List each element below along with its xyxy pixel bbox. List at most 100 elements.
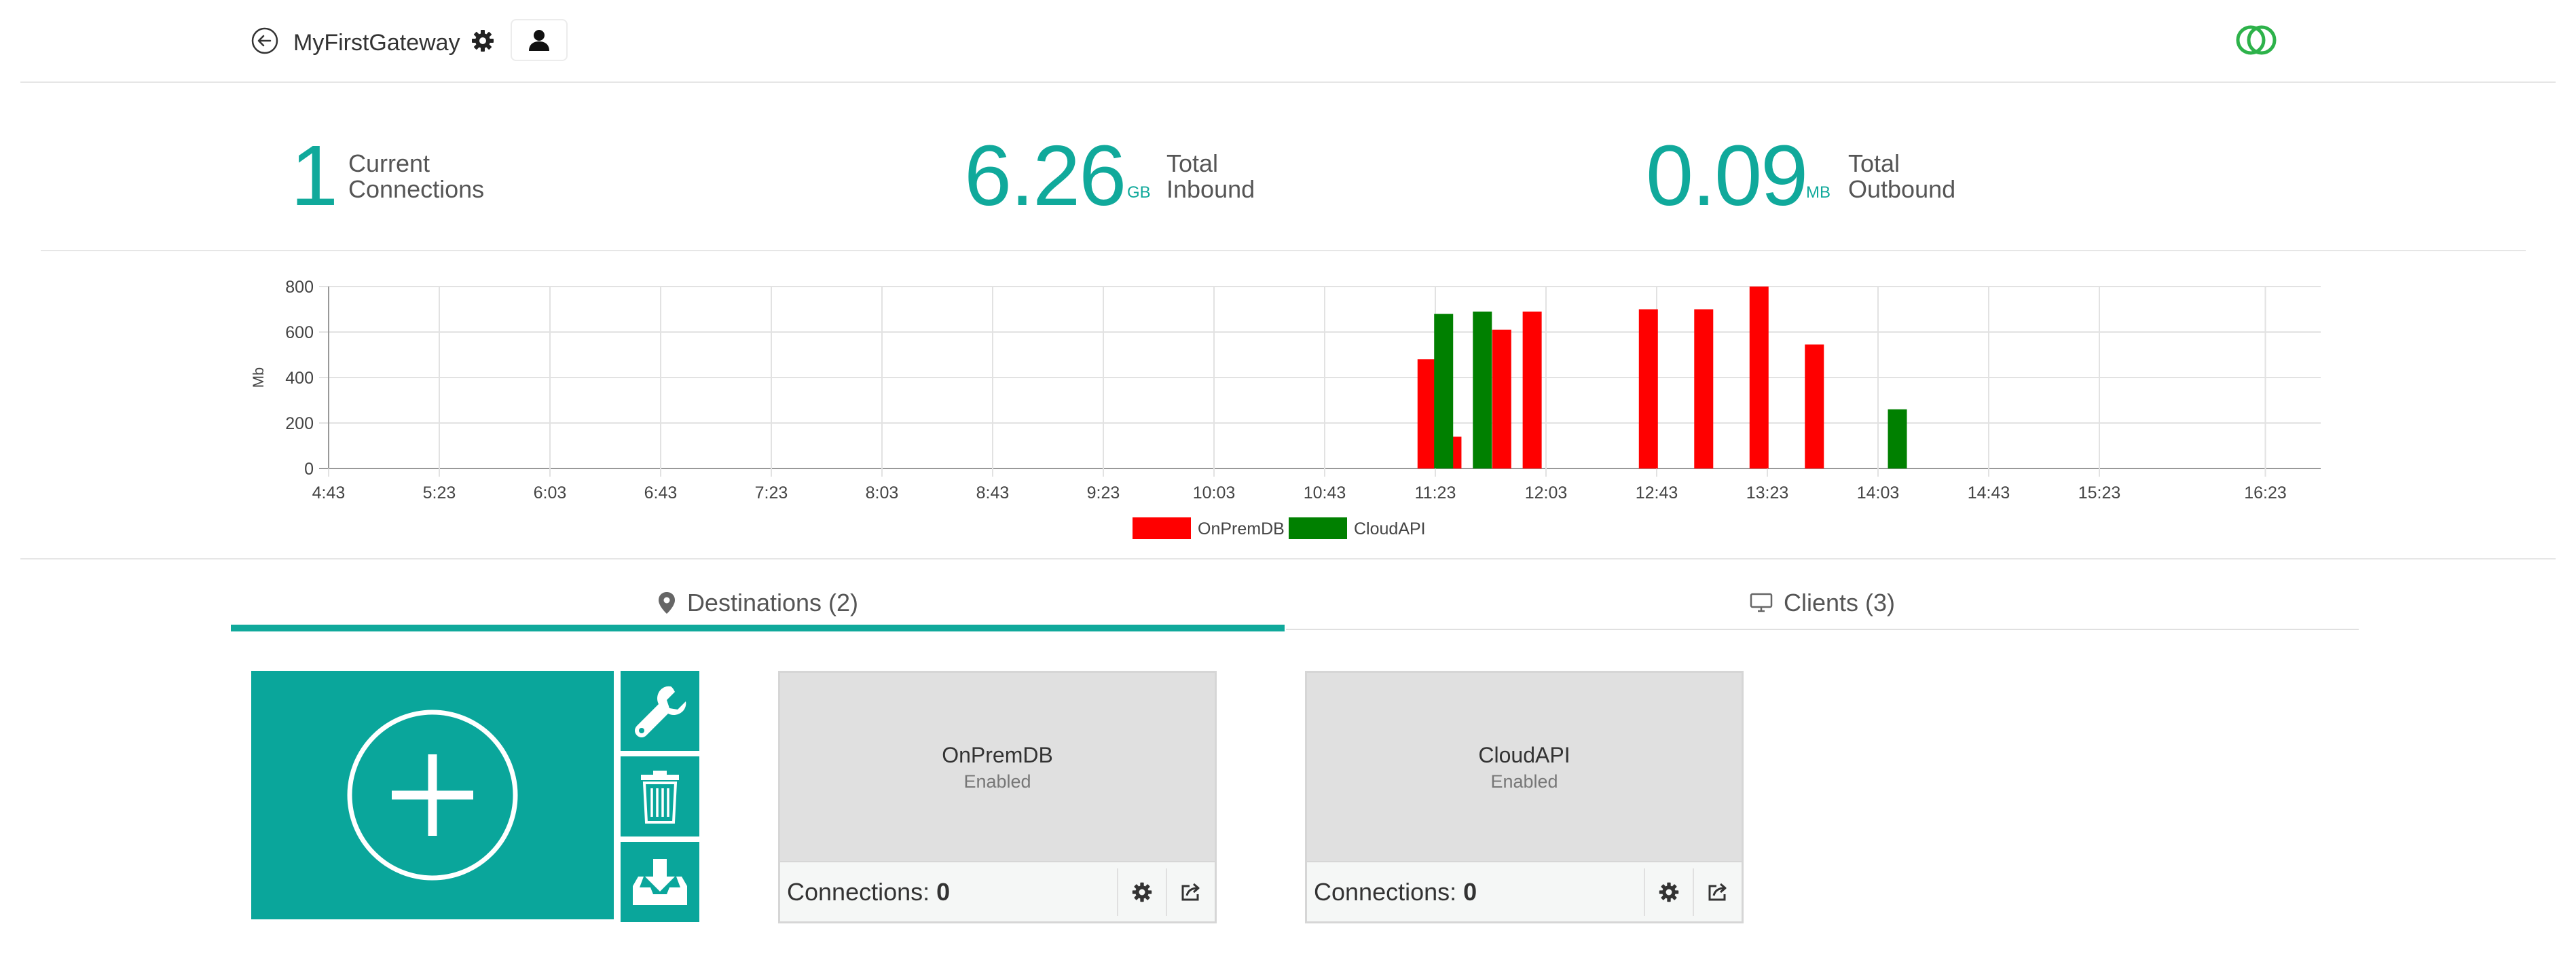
stat-label-line2: Outbound [1848, 175, 1956, 203]
plus-circle-icon [347, 710, 518, 881]
bar-cloudapi [1888, 409, 1907, 468]
y-axis-label: Mb [250, 367, 267, 388]
bar-onpremdb [1522, 311, 1542, 468]
x-tick-label: 12:03 [1525, 483, 1568, 502]
destination-share-button[interactable] [1166, 868, 1215, 916]
destination-card-cloudapi[interactable]: CloudAPI Enabled Connections: 0 [1305, 671, 1744, 923]
traffic-chart: 0 200 400 600 800 4:43 5:23 6:03 6:43 7:23 8:03 8:4… [250, 278, 2321, 539]
x-tick-label: 4:43 [312, 483, 346, 502]
download-tray-icon [633, 859, 687, 905]
legend-label-cloudapi: CloudAPI [1354, 519, 1426, 538]
y-tick-label: 600 [285, 323, 314, 342]
connections-value: 0 [1463, 877, 1477, 906]
tab-divider [1286, 629, 2359, 630]
x-tick-label: 14:43 [1968, 483, 2010, 502]
back-arrow-icon [251, 27, 278, 54]
connections-text: Connections: 0 [1307, 878, 1644, 906]
stat-unit: GB [1127, 183, 1151, 202]
legend-label-onpremdb: OnPremDB [1198, 519, 1285, 538]
stat-label-line1: Current [348, 149, 430, 177]
connections-value: 0 [936, 877, 951, 906]
bar-cloudapi [1434, 314, 1454, 468]
tab-destinations-label: Destinations (2) [686, 589, 859, 617]
destination-name: OnPremDB [942, 742, 1053, 767]
stat-label-line1: Total [1166, 149, 1219, 177]
destination-card-header[interactable]: OnPremDB Enabled [780, 673, 1215, 861]
stat-label-line1: Total [1848, 149, 1900, 177]
legend-swatch-onpremdb [1133, 517, 1191, 539]
user-button[interactable] [511, 19, 568, 61]
y-tick-label: 400 [285, 369, 314, 388]
import-button[interactable] [621, 842, 699, 922]
x-tick-label: 8:43 [976, 483, 1010, 502]
destination-settings-button[interactable] [1117, 868, 1166, 916]
stats-divider [41, 250, 2526, 251]
gateway-title: MyFirstGateway [293, 30, 460, 56]
destination-card-footer: Connections: 0 [780, 861, 1215, 921]
stat-value: 6.26 [964, 128, 1126, 223]
destination-status: Enabled [963, 771, 1031, 792]
legend-swatch-cloudapi [1289, 517, 1347, 539]
header-divider [20, 81, 2556, 83]
y-tick-label: 0 [304, 460, 314, 479]
destination-settings-button[interactable] [1644, 868, 1693, 916]
tab-destinations[interactable]: Destinations (2) [231, 583, 1285, 623]
add-destination-button[interactable] [251, 671, 614, 919]
destination-card-footer: Connections: 0 [1307, 861, 1742, 921]
user-icon [529, 30, 549, 51]
settings-button[interactable] [466, 20, 500, 61]
x-tick-label: 13:23 [1746, 483, 1789, 502]
x-tick-label: 7:23 [755, 483, 788, 502]
y-tick-label: 200 [285, 414, 314, 433]
gear-icon [1132, 882, 1152, 902]
connections-text: Connections: 0 [780, 878, 1117, 906]
x-tick-label: 12:43 [1636, 483, 1678, 502]
tab-clients[interactable]: Clients (3) [1286, 583, 2359, 623]
bar-onpremdb [1694, 309, 1714, 468]
bar-onpremdb [1805, 344, 1824, 468]
stat-label-line2: Inbound [1166, 175, 1255, 203]
stat-unit: MB [1806, 183, 1830, 202]
destination-card-header[interactable]: CloudAPI Enabled [1307, 673, 1742, 861]
destination-status: Enabled [1490, 771, 1558, 792]
x-tick-label: 9:23 [1087, 483, 1120, 502]
tab-clients-label: Clients (3) [1783, 589, 1896, 617]
bar-onpremdb [1638, 309, 1658, 468]
tab-active-indicator [231, 625, 1285, 631]
stat-value: 1 [291, 128, 338, 223]
x-tick-label: 16:23 [2244, 483, 2287, 502]
bar-cloudapi [1473, 311, 1492, 468]
destination-share-button[interactable] [1693, 868, 1742, 916]
linked-rings-logo [2234, 23, 2279, 57]
bar-onpremdb [1492, 329, 1511, 468]
x-tick-label: 15:23 [2078, 483, 2121, 502]
delete-button[interactable] [621, 756, 699, 836]
x-tick-label: 14:03 [1857, 483, 1900, 502]
configure-button[interactable] [621, 671, 699, 751]
wrench-icon [635, 686, 686, 737]
x-tick-label: 10:43 [1304, 483, 1346, 502]
y-tick-label: 800 [285, 278, 314, 297]
x-tick-label: 6:43 [644, 483, 678, 502]
trash-icon [641, 771, 679, 824]
connections-label: Connections: [787, 877, 930, 906]
destination-card-onpremdb[interactable]: OnPremDB Enabled Connections: 0 [778, 671, 1217, 923]
destination-name: CloudAPI [1478, 742, 1570, 767]
map-pin-icon [658, 592, 675, 614]
share-icon [1181, 883, 1200, 900]
connections-label: Connections: [1314, 877, 1457, 906]
x-tick-label: 8:03 [866, 483, 899, 502]
gear-icon [1659, 882, 1679, 902]
x-tick-label: 11:23 [1415, 483, 1456, 502]
monitor-icon [1750, 593, 1773, 612]
back-button[interactable] [249, 25, 280, 56]
chart-divider [20, 558, 2556, 559]
x-tick-label: 10:03 [1193, 483, 1236, 502]
bar-onpremdb [1417, 359, 1437, 468]
stat-label-line2: Connections [348, 175, 485, 203]
stat-value: 0.09 [1646, 128, 1808, 223]
share-icon [1708, 883, 1727, 900]
x-tick-label: 5:23 [423, 483, 456, 502]
gear-icon [472, 30, 494, 52]
bar-onpremdb [1749, 287, 1769, 468]
